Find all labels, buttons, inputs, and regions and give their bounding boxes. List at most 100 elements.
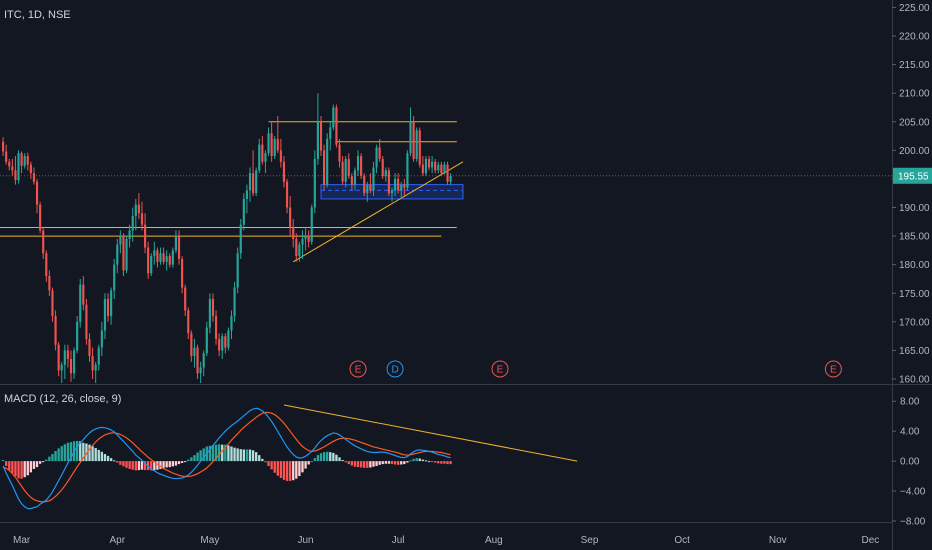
- candle-body: [113, 264, 116, 291]
- candle-body: [11, 166, 14, 171]
- macd-histogram-bar: [381, 461, 384, 465]
- macd-histogram-bar: [217, 444, 221, 462]
- candle-body: [208, 298, 211, 328]
- earnings-event-marker[interactable]: E: [349, 360, 367, 378]
- price-tick-label: 205.00: [899, 117, 930, 128]
- candle-body: [397, 178, 400, 191]
- time-axis-label: Sep: [581, 535, 599, 546]
- candle-body: [418, 130, 421, 165]
- macd-histogram-bar: [325, 451, 329, 462]
- macd-histogram-bar: [180, 461, 184, 463]
- candle-body: [390, 190, 394, 194]
- macd-histogram-bar: [412, 458, 415, 462]
- event-marker-letter: E: [355, 365, 362, 376]
- macd-histogram-bar: [242, 449, 246, 462]
- event-marker-circle: [349, 360, 367, 378]
- candle-body: [177, 236, 181, 259]
- candle-body: [264, 153, 267, 162]
- macd-histogram-bar: [335, 454, 338, 462]
- candle-body: [437, 164, 440, 171]
- macd-histogram-bar: [131, 461, 134, 470]
- candle-body: [131, 216, 134, 231]
- axes: 225.00 220.00 215.00 210.00 205.00 200.00 195.…: [13, 3, 932, 546]
- macd-histogram-bar: [75, 440, 79, 462]
- candle-body: [134, 204, 137, 217]
- macd-histogram-bar: [396, 461, 400, 465]
- macd-histogram-bar: [369, 461, 372, 468]
- macd-histogram-bar: [190, 457, 193, 462]
- candle-body: [258, 144, 261, 171]
- macd-histogram-bar: [14, 461, 17, 477]
- earnings-event-marker[interactable]: E: [824, 360, 842, 378]
- candle-body: [242, 198, 245, 225]
- macd-pane: [1, 404, 578, 510]
- macd-histogram-bar: [214, 444, 218, 462]
- macd-histogram-bar: [79, 441, 82, 462]
- time-axis-label: Jun: [298, 535, 314, 546]
- time-axis-label: Nov: [769, 535, 787, 546]
- macd-histogram-bar: [261, 458, 264, 462]
- candle-body: [150, 256, 153, 274]
- candle-body: [26, 156, 29, 165]
- candle-body: [196, 347, 199, 374]
- macd-histogram-bar: [57, 448, 60, 462]
- macd-histogram-bar: [122, 461, 125, 467]
- candle-body: [193, 347, 196, 357]
- macd-histogram-bar: [430, 461, 434, 463]
- candle-body: [366, 184, 369, 194]
- macd-histogram-bar: [390, 461, 394, 465]
- macd-histogram-bar: [400, 461, 403, 465]
- dividend-event-marker[interactable]: D: [386, 360, 404, 378]
- candle-body: [344, 158, 347, 182]
- macd-histogram-bar: [437, 461, 440, 464]
- event-marker-letter: E: [830, 365, 837, 376]
- macd-histogram-bar: [140, 461, 144, 470]
- macd-histogram-bar: [406, 461, 409, 463]
- macd-histogram-bar: [17, 461, 20, 479]
- macd-histogram-bar: [258, 455, 261, 462]
- macd-histogram-bar: [415, 458, 418, 462]
- candle-body: [23, 156, 26, 166]
- macd-histogram-bar: [239, 449, 242, 462]
- macd-histogram-bar: [60, 446, 63, 462]
- candle-body: [375, 147, 378, 168]
- candle-body: [125, 238, 128, 271]
- candle-body: [387, 170, 390, 194]
- candle-body: [199, 367, 202, 374]
- price-tick-label: 185.00: [899, 232, 930, 243]
- candle-body: [356, 156, 360, 171]
- macd-histogram-bar: [329, 452, 332, 462]
- macd-histogram-bar: [279, 461, 283, 478]
- macd-histogram-bar: [45, 459, 48, 462]
- macd-legend: MACD (12, 26, close, 9): [4, 393, 121, 405]
- macd-histogram-bar: [162, 461, 165, 468]
- candle-body: [393, 178, 397, 191]
- macd-histogram-bar: [202, 448, 205, 462]
- candle-body: [252, 173, 255, 194]
- macd-histogram-bar: [273, 461, 276, 473]
- price-tick-label: 180.00: [899, 260, 930, 271]
- macd-histogram-bar: [264, 461, 267, 463]
- candle-body: [202, 353, 205, 368]
- candle-body: [2, 141, 5, 152]
- candle-body: [140, 213, 144, 225]
- rising-trendline: [292, 161, 464, 263]
- last-price-badge: [893, 167, 932, 184]
- candle-body: [310, 207, 313, 242]
- candle-body: [282, 161, 286, 182]
- macd-histogram-bar: [424, 460, 428, 462]
- symbol-header: ITC, 1D, NSE: [4, 9, 71, 21]
- candle-body: [316, 121, 319, 159]
- earnings-event-marker[interactable]: E: [491, 360, 509, 378]
- candle-body: [230, 316, 233, 331]
- macd-histogram-bar: [85, 443, 88, 462]
- macd-histogram-bar: [97, 449, 100, 462]
- macd-line: [2, 407, 451, 510]
- macd-histogram-bar: [174, 461, 178, 466]
- macd-histogram-bar: [341, 459, 344, 462]
- macd-histogram-bar: [116, 461, 119, 463]
- candle-body: [66, 350, 69, 359]
- candle-body: [165, 256, 168, 262]
